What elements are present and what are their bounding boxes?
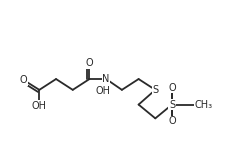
Text: O: O <box>168 116 176 126</box>
Text: OH: OH <box>32 101 47 111</box>
Text: O: O <box>20 75 27 85</box>
Text: O: O <box>86 58 93 68</box>
Text: O: O <box>168 83 176 93</box>
Text: OH: OH <box>96 86 111 96</box>
Text: S: S <box>169 100 175 110</box>
Text: CH₃: CH₃ <box>195 100 213 110</box>
Text: S: S <box>152 85 158 95</box>
Text: N: N <box>103 74 110 84</box>
